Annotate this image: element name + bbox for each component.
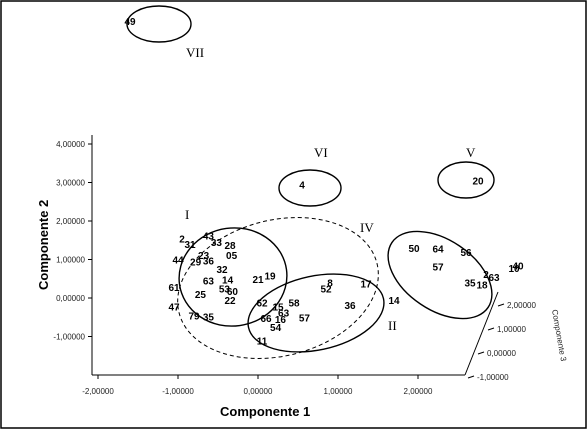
- y-axis-ticks: 4,00000 3,00000 2,00000 1,00000 0,00000 -1,00…: [53, 140, 92, 342]
- data-point-label: 22: [224, 296, 236, 307]
- x-axis-ticks: -2,00000 -1,00000 0,00000 1,00000 2,00000: [82, 375, 433, 396]
- y-tick-label: 4,00000: [56, 140, 85, 149]
- data-point-label: 23: [198, 251, 210, 262]
- data-point-label: 4: [299, 180, 305, 191]
- data-point-label: 62: [256, 299, 268, 310]
- data-point-label: 61: [168, 283, 180, 294]
- data-point-label: 36: [203, 256, 215, 267]
- data-point-label: 28: [224, 241, 236, 252]
- data-point-label: 57: [299, 313, 311, 324]
- group-label-VI: VI: [314, 145, 328, 160]
- data-point-label: 40: [512, 261, 524, 272]
- data-point-label: 17: [360, 279, 372, 290]
- data-point-label: 10: [508, 264, 520, 275]
- data-point-label: 64: [432, 245, 444, 256]
- data-point-label: 36: [344, 301, 356, 312]
- data-point-label: 44: [172, 256, 184, 267]
- data-point-label: 35: [464, 279, 476, 290]
- data-point-label: 11: [257, 336, 268, 347]
- data-point-label: 15: [272, 302, 284, 313]
- group-label-VII: VII: [186, 45, 204, 60]
- z-tick-label: -1,00000: [477, 373, 509, 382]
- data-point-label: 63: [488, 273, 500, 284]
- data-point-label: 79: [188, 311, 200, 322]
- data-point-label: 16: [275, 315, 287, 326]
- data-point-label: 2: [483, 270, 489, 281]
- z-tick-mark: [467, 375, 475, 379]
- y-tick-label: 2,00000: [56, 217, 85, 226]
- data-point-label: 2: [179, 234, 185, 245]
- cluster-ellipse-VII: [126, 5, 192, 43]
- data-point-label: 32: [216, 265, 228, 276]
- data-point-label: 43: [203, 232, 215, 243]
- y-tick-label: -1,00000: [53, 333, 85, 342]
- group-label-I: I: [185, 207, 189, 222]
- cluster-ellipse-IV: [387, 230, 493, 320]
- z-tick-label: 2,00000: [507, 301, 536, 310]
- z-tick-label: 1,00000: [497, 325, 526, 334]
- z-tick-mark: [497, 303, 505, 307]
- group-label-IV: IV: [360, 220, 374, 235]
- data-point-label: 14: [222, 276, 234, 287]
- data-point-label: 35: [203, 312, 215, 323]
- z-axis-line: [464, 291, 499, 376]
- x-tick-label: 2,00000: [404, 387, 433, 396]
- data-point-label: 49: [124, 17, 136, 28]
- x-tick-label: -1,00000: [162, 387, 194, 396]
- x-tick-label: 1,00000: [324, 387, 353, 396]
- data-point-label: 19: [264, 272, 276, 283]
- data-point-label: 21: [252, 275, 264, 286]
- data-point-label: 31: [184, 240, 196, 251]
- x-axis-title: Componente 1: [220, 404, 310, 419]
- y-axis-title: Componente 2: [36, 200, 51, 290]
- x-tick-label: -2,00000: [82, 387, 114, 396]
- y-tick-label: 0,00000: [56, 294, 85, 303]
- data-point-label: 8: [327, 279, 333, 290]
- z-tick-mark: [487, 327, 495, 331]
- data-point-label: 29: [190, 257, 202, 268]
- z-axis-ticks: 2,00000 1,00000 0,00000 -1,00000: [467, 301, 536, 382]
- group-label-II: II: [388, 318, 397, 333]
- data-point-label: 20: [472, 177, 484, 188]
- cluster-ellipse-I: [178, 227, 288, 327]
- x-tick-label: 0,00000: [244, 387, 273, 396]
- z-tick-label: 0,00000: [487, 349, 516, 358]
- data-point-label: 18: [476, 281, 488, 292]
- y-tick-label: 1,00000: [56, 256, 85, 265]
- data-point-label: 05: [226, 251, 238, 262]
- data-point-label: 60: [227, 287, 239, 298]
- data-point-label: 66: [260, 314, 272, 325]
- group-label-V: V: [466, 145, 476, 160]
- data-point-label: 53: [219, 284, 231, 295]
- cluster-ellipse-dashed: [177, 217, 379, 359]
- cluster-ellipse-II: [247, 273, 385, 353]
- data-point-label: 56: [460, 248, 472, 259]
- data-point-label: 54: [270, 323, 282, 334]
- data-point-label: 47: [168, 302, 180, 313]
- data-point-label: 33: [211, 238, 223, 249]
- y-tick-label: 3,00000: [56, 179, 85, 188]
- data-point-label: 14: [388, 296, 400, 307]
- data-point-label: 63: [203, 277, 215, 288]
- cluster-ellipse-V: [437, 161, 495, 199]
- data-point-label: 50: [408, 244, 420, 255]
- data-point-label: 25: [195, 290, 207, 301]
- data-point-label: 52: [320, 284, 332, 295]
- z-tick-mark: [477, 351, 485, 355]
- cluster-ellipse-VI: [278, 169, 342, 207]
- data-point-label: 57: [432, 262, 444, 273]
- data-point-label: 58: [288, 299, 300, 310]
- data-point-label: 63: [278, 309, 290, 320]
